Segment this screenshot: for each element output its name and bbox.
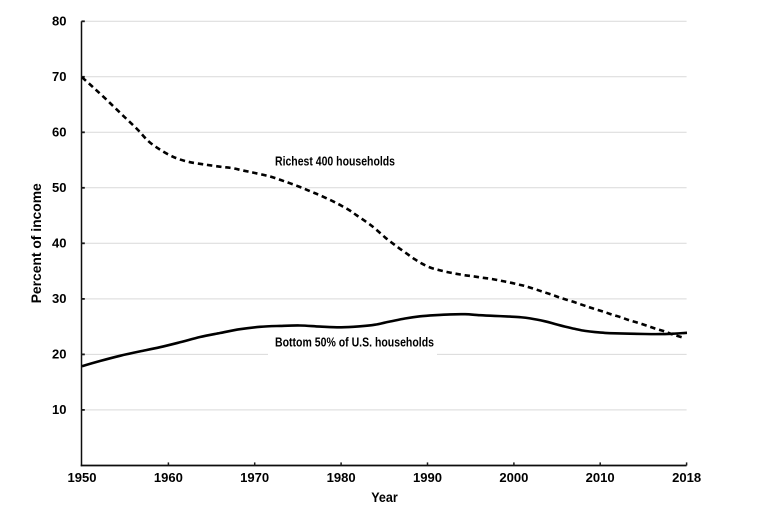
svg-text:40: 40: [52, 235, 67, 250]
svg-text:1950: 1950: [68, 470, 97, 485]
svg-text:1990: 1990: [413, 470, 442, 485]
svg-text:2010: 2010: [586, 470, 615, 485]
svg-text:1960: 1960: [154, 470, 183, 485]
svg-text:60: 60: [52, 124, 67, 139]
svg-text:1970: 1970: [240, 470, 269, 485]
svg-text:20: 20: [52, 346, 67, 361]
svg-text:30: 30: [52, 291, 67, 306]
svg-text:Richest 400 households: Richest 400 households: [275, 153, 395, 168]
svg-text:1980: 1980: [327, 470, 356, 485]
svg-text:10: 10: [52, 402, 67, 417]
svg-text:2018: 2018: [672, 470, 701, 485]
svg-text:Percent of income: Percent of income: [29, 183, 44, 304]
svg-text:2000: 2000: [499, 470, 528, 485]
svg-text:80: 80: [52, 13, 67, 28]
svg-text:50: 50: [52, 180, 67, 195]
svg-text:Bottom 50% of U.S. households: Bottom 50% of U.S. households: [275, 335, 434, 350]
svg-text:70: 70: [52, 69, 67, 84]
svg-text:Year: Year: [371, 489, 398, 505]
